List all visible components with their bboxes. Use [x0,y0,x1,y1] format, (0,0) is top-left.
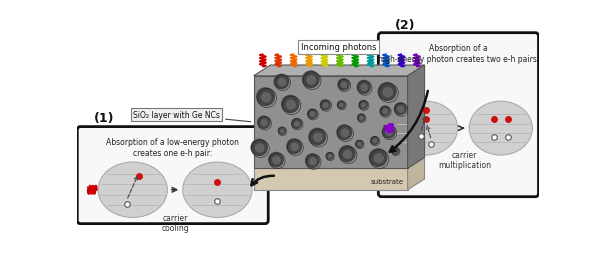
Circle shape [337,101,346,109]
Circle shape [291,118,302,130]
Circle shape [308,128,326,146]
Circle shape [356,81,371,95]
Circle shape [256,88,275,107]
Circle shape [310,112,316,118]
FancyBboxPatch shape [77,127,268,224]
Circle shape [373,139,377,144]
Ellipse shape [395,102,458,155]
Circle shape [326,152,334,160]
Circle shape [328,154,332,159]
Circle shape [286,139,302,155]
Circle shape [281,96,299,114]
Polygon shape [254,76,407,169]
Circle shape [305,154,320,168]
Text: substrate: substrate [371,179,404,185]
Circle shape [393,149,398,154]
Circle shape [268,152,284,168]
Circle shape [341,82,347,89]
Circle shape [250,139,268,156]
Circle shape [336,125,352,141]
Polygon shape [254,66,425,76]
FancyBboxPatch shape [379,34,539,197]
Circle shape [260,120,268,127]
Polygon shape [254,169,407,190]
Text: carrier
cooling: carrier cooling [161,213,189,232]
Circle shape [359,116,364,121]
Circle shape [257,116,271,130]
Circle shape [255,144,265,153]
Ellipse shape [183,162,252,218]
Text: Absorption of a
high-energy photon creates two e-h pairs:: Absorption of a high-energy photon creat… [378,44,539,64]
Circle shape [338,146,356,163]
Ellipse shape [469,102,532,155]
Circle shape [382,125,395,139]
Circle shape [272,156,281,165]
Circle shape [370,136,379,146]
Circle shape [385,129,393,136]
Circle shape [343,150,352,160]
Polygon shape [407,66,425,169]
Circle shape [302,71,320,89]
Circle shape [278,127,286,135]
Text: (1): (1) [94,111,115,124]
Circle shape [382,109,388,115]
Circle shape [361,103,366,108]
Circle shape [377,83,397,102]
Polygon shape [407,158,425,190]
Circle shape [307,76,316,86]
Text: Absorption of a low-energy photon
creates one e-h pair:: Absorption of a low-energy photon create… [106,138,239,157]
Circle shape [309,157,317,166]
Circle shape [313,133,323,142]
Circle shape [357,142,362,147]
Circle shape [280,129,284,134]
Circle shape [361,84,368,92]
Circle shape [358,101,368,110]
Text: SiO₂ layer with Ge NCs: SiO₂ layer with Ge NCs [133,110,251,122]
Circle shape [383,88,393,98]
Circle shape [357,114,365,122]
Circle shape [278,78,286,87]
Circle shape [355,140,364,149]
Text: Incoming photons: Incoming photons [301,43,376,52]
Circle shape [394,103,407,116]
Text: (2): (2) [395,19,416,32]
Circle shape [286,100,296,110]
Circle shape [337,79,350,91]
Circle shape [339,103,344,108]
Circle shape [368,149,388,167]
Circle shape [340,129,349,138]
Circle shape [320,100,331,111]
Circle shape [274,74,289,90]
Circle shape [323,103,329,109]
Circle shape [397,106,404,113]
Text: carrier
multiplication: carrier multiplication [438,150,491,169]
Circle shape [374,153,384,164]
Circle shape [391,147,400,155]
Ellipse shape [98,162,167,218]
Circle shape [290,143,299,152]
Circle shape [307,109,317,120]
Circle shape [294,121,300,127]
Circle shape [261,93,271,103]
Circle shape [379,106,391,117]
